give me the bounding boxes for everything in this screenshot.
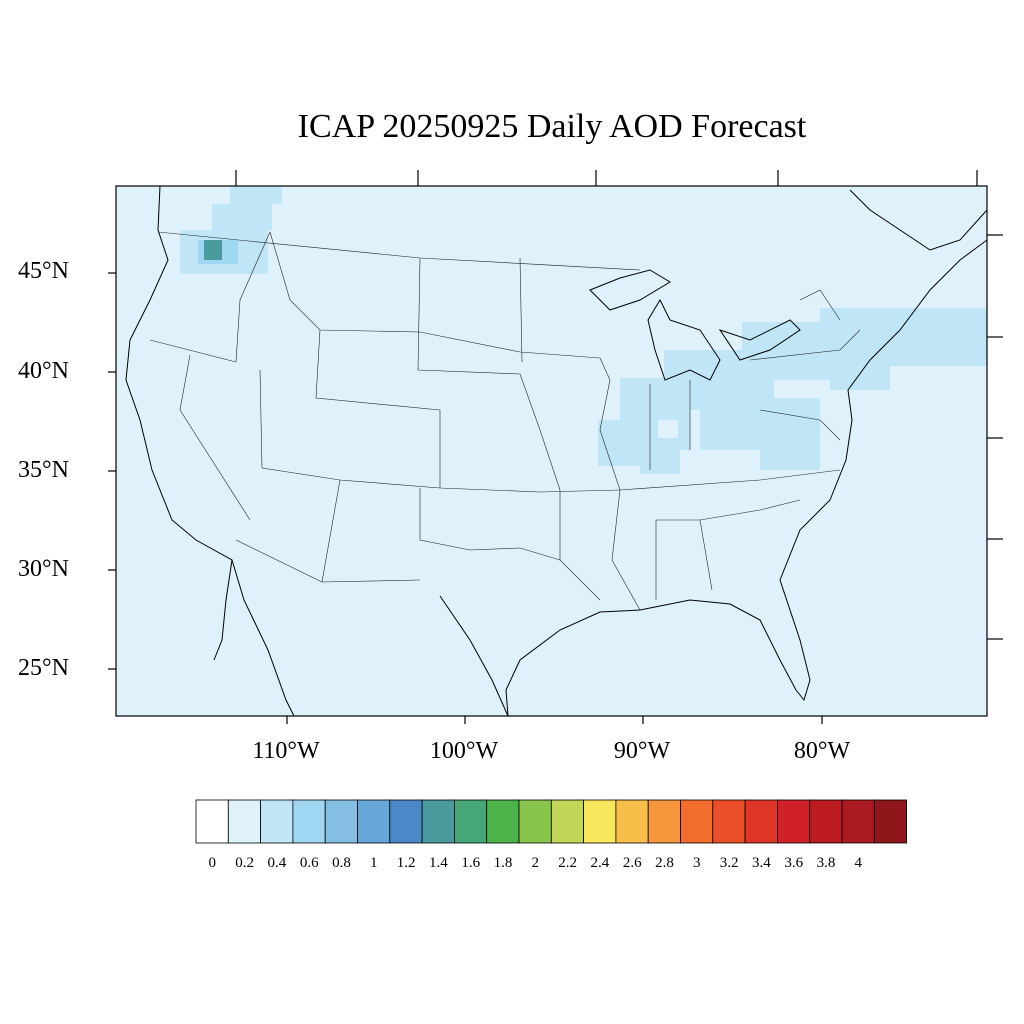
lon-label-100w: 100°W [429,738,499,764]
lon-label-80w: 80°W [793,738,851,764]
colorbar-swatch [453,799,488,844]
colorbar-swatch [777,799,811,844]
map-frame [115,185,988,717]
lon-label-90w: 90°W [613,738,671,764]
colorbar-tick-label: 0.6 [299,855,319,871]
lat-label-25: 25°N [18,655,69,681]
colorbar-swatch [227,799,262,844]
map-ocean-background [116,186,987,716]
colorbar-swatch [324,799,358,844]
lat-label-40: 40°N [18,358,69,384]
aod-plume-northwest [180,186,282,274]
colorbar-tick-label: 1.4 [429,855,448,871]
colorbar-swatch [550,799,584,844]
colorbar-tick-label: 3 [693,855,701,871]
colorbar-tick-label: 2.8 [655,855,674,871]
map-ticks [108,170,1003,724]
colorbar-swatch [486,799,520,844]
colorbar-tick-label: 0 [208,855,217,871]
colorbar-swatch [615,799,649,844]
colorbar-swatch [260,799,294,844]
colorbar-tick-label: 3.8 [816,855,836,871]
map-title: ICAP 20250925 Daily AOD Forecast [297,108,807,145]
colorbar-swatch [389,799,423,844]
lat-label-45: 45°N [18,258,69,284]
colorbar-tick-label: 1 [370,855,378,871]
colorbar-tick-label: 2 [531,855,540,871]
colorbar-swatch [841,799,875,844]
lon-label-110w: 110°W [252,738,320,764]
colorbar-swatch [744,799,778,844]
colorbar-tick-label: 3.2 [719,855,739,871]
colorbar-swatch [680,799,714,844]
colorbar-swatch [873,799,907,844]
colorbar-tick-label: 1.6 [461,855,481,871]
colorbar-swatch [518,799,552,844]
colorbar-tick-label: 1.8 [493,855,513,871]
colorbar-swatch [712,799,746,844]
colorbar-tick-label: 0.8 [332,855,351,871]
colorbar-swatch [292,799,326,844]
colorbar-tick-label: 4 [854,855,863,871]
aod-plume-east [598,308,987,474]
colorbar-swatch [647,799,681,844]
colorbar-tick-label: 2.6 [622,855,642,871]
colorbar [195,799,907,844]
lat-label-35: 35°N [18,457,69,483]
colorbar-tick-label: 3.6 [784,855,804,871]
colorbar-swatch [583,799,617,844]
colorbar-tick-label: 3.4 [752,855,771,871]
lat-label-30: 30°N [18,556,69,582]
colorbar-tick-label: 2.2 [558,855,577,871]
colorbar-swatch [421,799,455,844]
colorbar-tick-label: 1.2 [396,855,416,871]
colorbar-tick-label: 2.4 [590,855,610,871]
colorbar-swatch [195,799,229,844]
coastlines [125,185,988,717]
colorbar-tick-label: 0.2 [235,855,254,871]
colorbar-swatch [357,799,391,844]
state-boundaries [149,231,861,611]
colorbar-tick-label: 0.4 [267,855,287,871]
colorbar-swatch [809,799,843,844]
